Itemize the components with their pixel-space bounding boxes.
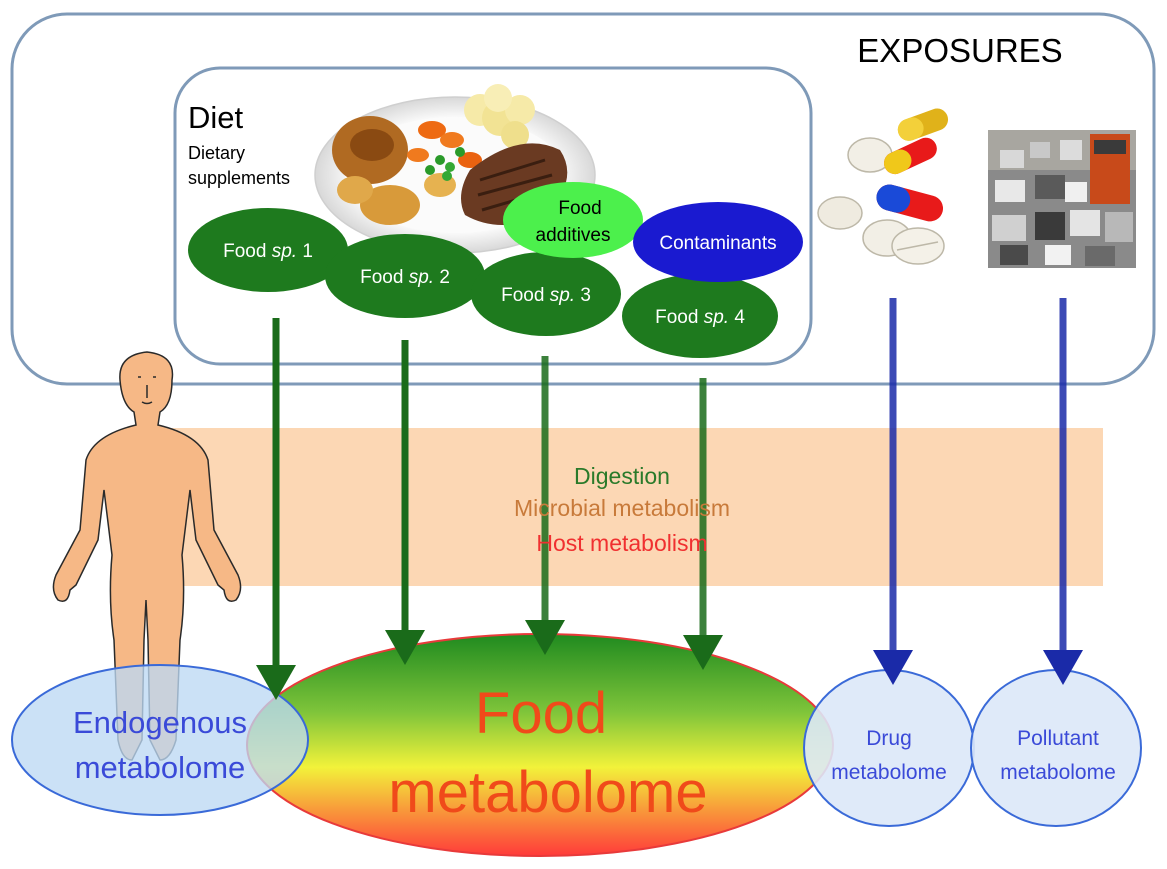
pollutant-label-line2: metabolome — [1000, 761, 1116, 784]
drug-label-line1: Drug — [866, 727, 912, 750]
food-species-4: Food sp. 4 — [622, 274, 778, 358]
svg-text:Food sp. 3: Food sp. 3 — [501, 285, 591, 306]
exposures-title: EXPOSURES — [857, 32, 1062, 69]
food-species-3: Food sp. 3 — [471, 252, 621, 336]
endogenous-label-line1: Endogenous — [73, 705, 247, 740]
traffic-pollution-picture — [988, 130, 1136, 268]
food-species-2: Food sp. 2 — [325, 234, 485, 318]
metabolism-band — [150, 428, 1103, 586]
digestion-label: Digestion — [574, 463, 670, 489]
food-metabolome-label-line2: metabolome — [388, 760, 707, 825]
exposure-arrows — [873, 298, 1083, 685]
food-additives: Food additives — [503, 182, 643, 258]
endogenous-label-line2: metabolome — [75, 750, 246, 785]
svg-text:Food: Food — [558, 198, 601, 219]
svg-text:additives: additives — [536, 225, 611, 246]
pills-picture — [817, 108, 949, 265]
diet-title: Diet — [188, 100, 244, 135]
drug-label-line2: metabolome — [831, 761, 947, 784]
pollutant-label-line1: Pollutant — [1017, 727, 1099, 750]
endogenous-metabolome-ellipse — [11, 664, 309, 816]
host-metabolism-label: Host metabolism — [536, 530, 707, 556]
microbial-metabolism-label: Microbial metabolism — [514, 495, 730, 521]
svg-text:Food sp. 4: Food sp. 4 — [655, 307, 745, 328]
svg-text:Contaminants: Contaminants — [659, 233, 776, 254]
contaminants: Contaminants — [633, 202, 803, 282]
food-arrows — [256, 318, 723, 700]
svg-text:Food sp. 1: Food sp. 1 — [223, 241, 313, 262]
food-metabolome-label-line1: Food — [475, 681, 607, 746]
svg-text:Food sp. 2: Food sp. 2 — [360, 267, 450, 288]
dietary-supplements-line1: Dietary — [188, 143, 245, 163]
dietary-supplements-line2: supplements — [188, 168, 290, 188]
food-species-1: Food sp. 1 — [188, 208, 348, 292]
exposures-frame — [10, 12, 1156, 386]
